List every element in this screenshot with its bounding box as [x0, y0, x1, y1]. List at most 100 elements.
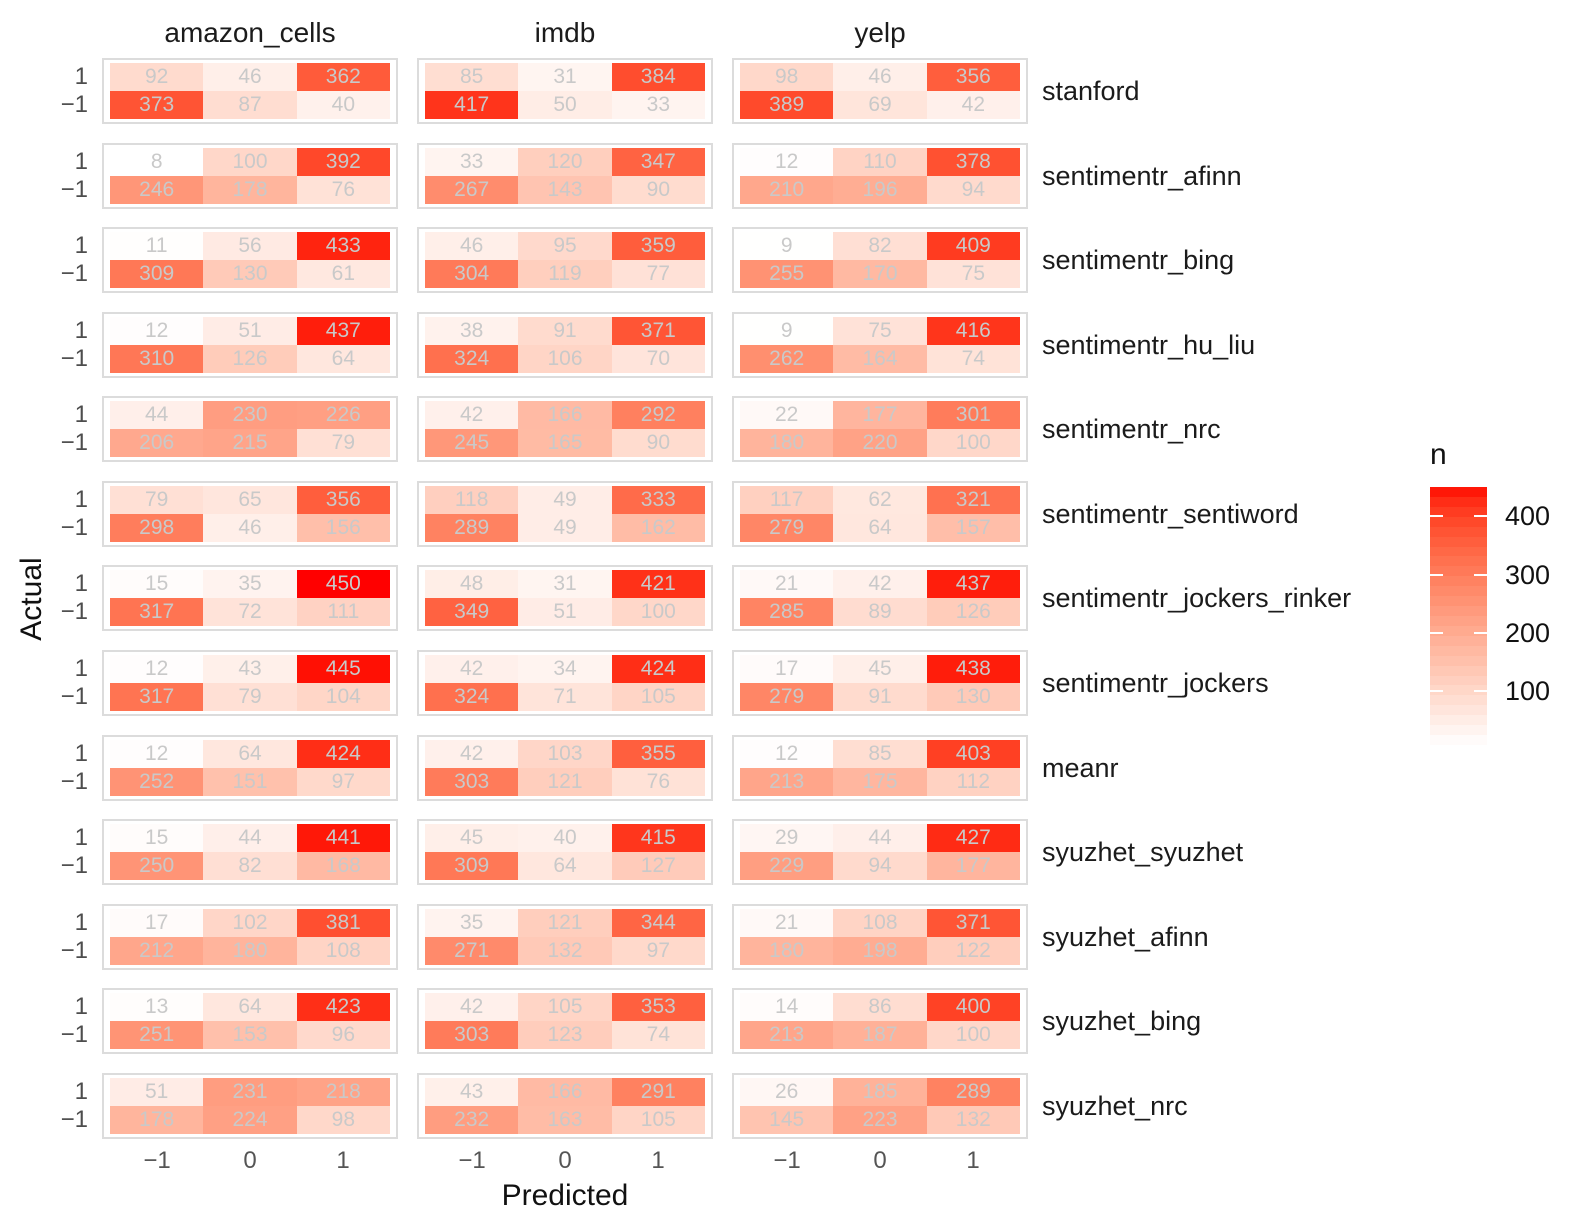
legend-gradient-band [1430, 615, 1487, 626]
heatmap-cell: 42 [425, 401, 519, 429]
heatmap-cell: 22 [740, 401, 834, 429]
y-tick-label: −1 [60, 1021, 88, 1048]
heatmap-cell: 151 [203, 768, 297, 796]
facet-row-label-sentimentr_bing: sentimentr_bing [1042, 244, 1235, 275]
facet-column-label-imdb: imdb [534, 17, 596, 48]
heatmap-tiles: 38 91 371 324 106 70 [425, 317, 705, 373]
heatmap-cell: 74 [611, 1021, 705, 1049]
heatmap-cell: 356 [296, 486, 390, 514]
heatmap-cell: 126 [203, 345, 297, 373]
legend-gradient-band [1430, 576, 1487, 587]
heatmap-cell: 224 [203, 1106, 297, 1134]
heatmap-cell: 9 [740, 232, 834, 260]
facet-row-label-sentimentr_nrc: sentimentr_nrc [1042, 413, 1221, 444]
heatmap-cell: 292 [611, 401, 705, 429]
facet-panel-sentimentr_nrc-imdb: 42 166 292 245 165 90 [417, 396, 713, 462]
heatmap-cell: 246 [110, 176, 204, 204]
heatmap-cell: 61 [296, 260, 390, 288]
heatmap-cell: 14 [740, 993, 834, 1021]
heatmap-cell: 359 [611, 232, 705, 260]
heatmap-cell: 384 [611, 63, 705, 91]
heatmap-cell: 427 [926, 824, 1020, 852]
heatmap-cell: 108 [296, 937, 390, 965]
legend-tick-label: 100 [1505, 676, 1551, 707]
heatmap-cell: 46 [425, 232, 519, 260]
y-tick-label: 1 [74, 148, 88, 175]
facet-panel-sentimentr_sentiword-yelp: 117 62 321 279 64 157 [732, 481, 1028, 547]
facet-panel-sentimentr_afinn-imdb: 33 120 347 267 143 90 [417, 143, 713, 209]
heatmap-cell: 8 [110, 148, 204, 176]
heatmap-cell: 92 [110, 63, 204, 91]
legend-gradient-band [1430, 526, 1487, 537]
facet-row-label-meanr: meanr [1042, 752, 1119, 783]
heatmap-cell: 122 [926, 937, 1020, 965]
heatmap-cell: 44 [833, 824, 927, 852]
y-tick-label: −1 [60, 345, 88, 372]
y-tick-label: −1 [60, 937, 88, 964]
y-tick-label: −1 [60, 429, 88, 456]
heatmap-cell: 251 [110, 1021, 204, 1049]
heatmap-cell: 123 [518, 1021, 612, 1049]
heatmap-cell: 34 [518, 655, 612, 683]
heatmap-cell: 44 [203, 824, 297, 852]
y-tick-label: 1 [74, 486, 88, 513]
heatmap-cell: 309 [110, 260, 204, 288]
facet-panel-sentimentr_afinn-yelp: 12 110 378 210 196 94 [732, 143, 1028, 209]
heatmap-cell: 51 [203, 317, 297, 345]
legend-tick-label: 400 [1505, 501, 1551, 532]
heatmap-cell: 180 [740, 429, 834, 457]
heatmap-cell: 271 [425, 937, 519, 965]
x-tick-label: 1 [336, 1147, 350, 1174]
heatmap-cell: 105 [611, 1106, 705, 1134]
heatmap-tiles: 51 231 218 178 224 98 [110, 1078, 390, 1134]
legend-gradient-band [1430, 715, 1487, 726]
heatmap-cell: 42 [926, 91, 1020, 119]
legend-gradient-band [1430, 695, 1487, 706]
y-tick-label: 1 [74, 401, 88, 428]
legend-gradient-band [1430, 675, 1487, 686]
legend-gradient-band [1430, 725, 1487, 736]
facet-panel-sentimentr_bing-yelp: 9 82 409 255 170 75 [732, 227, 1028, 293]
heatmap-cell: 95 [518, 232, 612, 260]
heatmap-cell: 94 [833, 852, 927, 880]
heatmap-cell: 166 [518, 401, 612, 429]
heatmap-cell: 86 [833, 993, 927, 1021]
heatmap-cell: 349 [425, 598, 519, 626]
heatmap-cell: 324 [425, 345, 519, 373]
heatmap-tiles: 45 40 415 309 64 127 [425, 824, 705, 880]
legend-tick-mark [1430, 690, 1443, 693]
facet-panel-syuzhet_nrc-yelp: 26 185 289 145 223 132 [732, 1073, 1028, 1139]
facet-panel-syuzhet_nrc-amazon_cells: 51 231 218 178 224 98 [102, 1073, 398, 1139]
heatmap-cell: 45 [425, 824, 519, 852]
heatmap-cell: 226 [296, 401, 390, 429]
y-tick-label: 1 [74, 993, 88, 1020]
heatmap-cell: 45 [833, 655, 927, 683]
legend-gradient-band [1430, 536, 1487, 547]
y-tick-label: 1 [74, 655, 88, 682]
heatmap-cell: 96 [296, 1021, 390, 1049]
heatmap-cell: 143 [518, 176, 612, 204]
facet-panel-meanr-yelp: 12 85 403 213 175 112 [732, 735, 1028, 801]
facet-row-label-sentimentr_jockers_rinker: sentimentr_jockers_rinker [1042, 582, 1352, 613]
heatmap-tiles: 79 65 356 298 46 156 [110, 486, 390, 542]
heatmap-cell: 180 [203, 937, 297, 965]
facet-panel-sentimentr_sentiword-imdb: 118 49 333 289 49 162 [417, 481, 713, 547]
facet-row-label-syuzhet_afinn: syuzhet_afinn [1042, 921, 1209, 952]
heatmap-cell: 90 [611, 429, 705, 457]
facet-row-label-sentimentr_sentiword: sentimentr_sentiword [1042, 498, 1299, 529]
heatmap-cell: 43 [203, 655, 297, 683]
legend-gradient-band [1430, 635, 1487, 646]
heatmap-cell: 56 [203, 232, 297, 260]
heatmap-cell: 324 [425, 683, 519, 711]
y-tick-label: 1 [74, 232, 88, 259]
heatmap-cell: 145 [740, 1106, 834, 1134]
legend-gradient-band [1430, 705, 1487, 716]
x-tick-label: 0 [873, 1147, 887, 1174]
heatmap-cell: 105 [518, 993, 612, 1021]
heatmap-cell: 218 [296, 1078, 390, 1106]
heatmap-cell: 117 [740, 486, 834, 514]
heatmap-cell: 445 [296, 655, 390, 683]
facet-panel-sentimentr_bing-imdb: 46 95 359 304 119 77 [417, 227, 713, 293]
heatmap-cell: 356 [926, 63, 1020, 91]
